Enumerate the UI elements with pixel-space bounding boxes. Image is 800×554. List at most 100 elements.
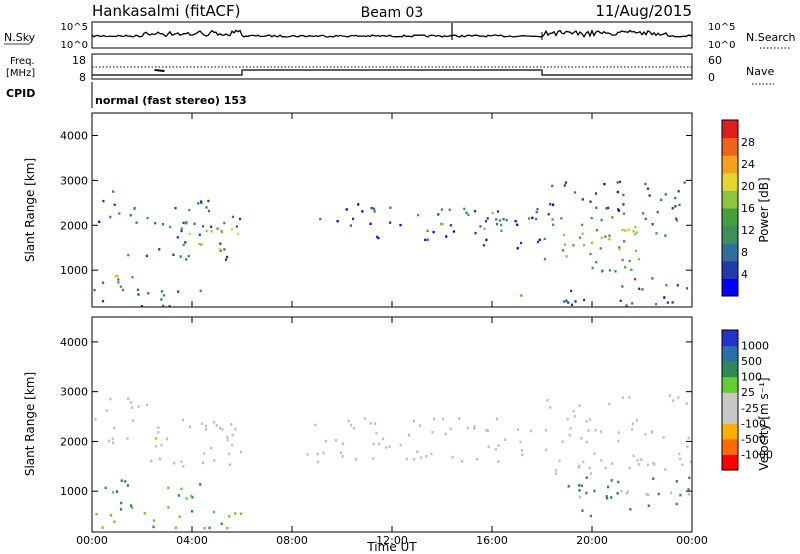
power-cell [565,299,568,302]
power-cell [223,248,226,251]
velocity-cell [341,442,345,446]
velocity-cell [675,480,678,483]
power-cell [621,228,624,232]
power-cell [184,241,187,244]
power-cell [605,207,608,210]
noise-left-tick-top: 10^5 [61,22,88,33]
colorbar-tick-label: 12 [741,224,755,237]
power-cell [538,238,541,241]
velocity-cell [476,458,479,461]
power-cell [205,229,208,233]
velocity-cell [495,417,498,421]
power-cell [624,266,627,269]
velocity-cell [167,506,170,509]
nave-tick-top: 60 [708,54,722,67]
power-cell [495,222,499,226]
power-cell [154,222,157,225]
power-cell [112,190,115,193]
velocity-cell [580,437,583,440]
colorbar-swatch [722,423,738,440]
power-cell [160,298,163,301]
power-cell [641,288,644,291]
power-cell [117,278,120,281]
velocity-cell [546,398,549,402]
velocity-cell [215,424,218,427]
time-axis: 00:00 04:00 08:00 12:00 16:00 20:00 00:00 [76,113,708,547]
power-cell [109,215,112,219]
power-cell [479,225,482,228]
power-cell [621,285,624,288]
power-cell [188,232,191,235]
velocity-cell [650,430,653,433]
power-cell [665,284,668,287]
power-cell [207,209,211,213]
velocity-cell [585,440,588,444]
velocity-cell [157,426,160,429]
power-cell [651,277,654,280]
velocity-cell [671,399,675,402]
velocity-cell [190,494,193,498]
velocity-cell [145,403,148,407]
velocity-cell [578,464,581,468]
velocity-cell [230,423,233,426]
velocity-cell [353,427,356,430]
power-cell [496,210,500,213]
velocity-cell [631,422,634,426]
power-cell [426,238,429,241]
cpid-text: normal (fast stereo) 153 [95,94,247,107]
power-cell [474,210,477,213]
velocity-cell [587,429,590,432]
power-cell [642,212,645,215]
velocity-cell [664,468,667,471]
power-cell [594,192,598,195]
power-cell [666,301,669,304]
velocity-cell [593,452,596,456]
colorbar-swatch [722,392,738,409]
power-panel-frame [91,112,693,308]
power-cell [614,270,617,273]
velocity-cell [167,486,170,490]
power-y-axis: 1000 2000 3000 4000 [60,129,692,277]
power-cell [389,221,392,224]
colorbar-swatch [722,407,738,424]
velocity-cell [635,419,638,422]
velocity-cell [647,463,650,467]
velocity-cell [213,459,216,462]
power-cell [98,220,101,223]
power-cell [193,222,196,225]
velocity-cell [599,430,603,433]
power-cell [230,228,233,231]
power-cell [590,216,593,220]
power-cell [174,206,177,210]
power-cell [145,254,148,258]
velocity-cell [689,460,692,464]
power-cell [552,203,555,206]
power-cell [163,294,166,297]
velocity-cell [610,479,613,482]
noise-left-label: N.Sky [4,31,36,44]
velocity-cell [178,515,181,519]
noise-left-tick-bottom: 10^0 [61,40,88,51]
power-cell [567,301,570,304]
velocity-cell [240,450,243,454]
velocity-cell [180,460,183,463]
colorbar-swatch [722,454,738,471]
velocity-cell [441,417,445,421]
velocity-cell [566,417,569,421]
velocity-cell [372,457,375,460]
freq-tick-bottom: 8 [79,71,86,84]
velocity-cell [637,463,640,466]
velocity-cell [110,514,113,517]
velocity-cell [111,491,115,494]
power-cell [625,304,628,307]
noise-right-tick-bottom: 10^0 [708,40,735,51]
y-tick-label: 2000 [60,219,88,232]
power-cell [437,213,440,216]
velocity-cell [212,510,215,514]
power-cell [226,255,229,259]
freq-label-line2: [MHz] [6,68,35,79]
velocity-cell [578,489,581,492]
power-cell [581,198,584,201]
power-cell [617,209,620,212]
power-ylabel: Slant Range [km] [23,158,37,262]
